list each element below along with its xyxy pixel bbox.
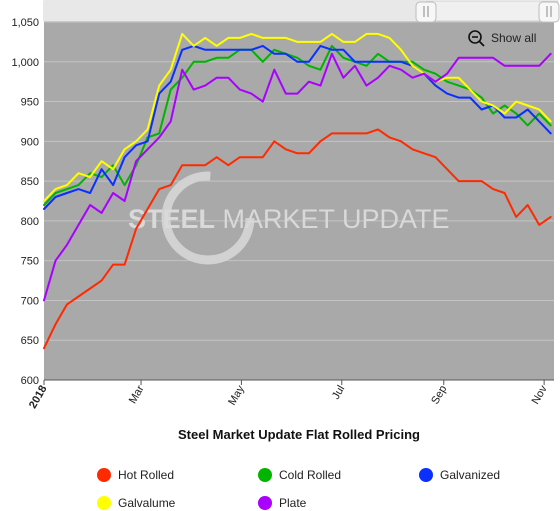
series-line-cold-rolled[interactable] bbox=[43, 44, 552, 206]
legend-item-plate[interactable]: Plate bbox=[258, 496, 307, 510]
legend-marker bbox=[258, 496, 272, 510]
legend-label: Galvanized bbox=[440, 468, 500, 482]
y-tick-label: 1,000 bbox=[11, 57, 39, 69]
y-axis: 600 650 700 750 800 850 900 950 1,000 1,050 bbox=[11, 17, 39, 387]
series-group bbox=[43, 32, 552, 350]
y-tick-label: 950 bbox=[21, 97, 39, 109]
legend-marker bbox=[97, 496, 111, 510]
series-line-hot-rolled[interactable] bbox=[43, 128, 552, 350]
legend: Hot Rolled Cold Rolled Galvanized Galvalume… bbox=[97, 468, 500, 510]
zoom-out-icon-handle bbox=[478, 40, 485, 47]
x-tick-label: May bbox=[226, 383, 247, 407]
y-tick-label: 650 bbox=[21, 335, 39, 347]
series-line-galvanized[interactable] bbox=[43, 44, 552, 210]
legend-item-hot-rolled[interactable]: Hot Rolled bbox=[97, 468, 174, 482]
y-tick-label: 600 bbox=[21, 375, 39, 387]
legend-marker bbox=[419, 468, 433, 482]
series-line-plate[interactable] bbox=[43, 52, 552, 302]
legend-marker bbox=[97, 468, 111, 482]
legend-label: Galvalume bbox=[118, 496, 176, 510]
show-all-button[interactable]: Show all bbox=[463, 27, 545, 49]
watermark-swoosh bbox=[161, 171, 255, 265]
watermark-logo: STEEL MARKET UPDATE bbox=[128, 171, 450, 265]
show-all-button-bg[interactable] bbox=[463, 27, 545, 49]
navigator-left-handle[interactable] bbox=[415, 1, 437, 23]
legend-label: Cold Rolled bbox=[279, 468, 341, 482]
x-axis: 2018 Mar May Jul Sep Nov bbox=[27, 380, 550, 411]
watermark-text: STEEL MARKET UPDATE bbox=[128, 204, 450, 234]
legend-marker bbox=[258, 468, 272, 482]
legend-label: Plate bbox=[279, 496, 307, 510]
range-navigator[interactable] bbox=[43, 0, 560, 23]
series-line-galvalume[interactable] bbox=[43, 32, 552, 202]
x-tick-label: Nov bbox=[530, 383, 550, 406]
navigator-right-handle[interactable] bbox=[538, 1, 560, 23]
plot-area[interactable] bbox=[44, 22, 554, 380]
legend-item-galvanized[interactable]: Galvanized bbox=[419, 468, 500, 482]
chart-title: Steel Market Update Flat Rolled Pricing bbox=[178, 427, 420, 442]
legend-item-galvalume[interactable]: Galvalume bbox=[97, 496, 176, 510]
x-tick-label: 2018 bbox=[27, 384, 50, 411]
x-tick-label: Mar bbox=[127, 383, 147, 406]
show-all-label: Show all bbox=[491, 31, 536, 45]
x-tick-label: Jul bbox=[330, 384, 347, 402]
y-tick-label: 900 bbox=[21, 136, 39, 148]
watermark-text-regular: MARKET UPDATE bbox=[215, 204, 450, 234]
y-tick-label: 1,050 bbox=[11, 17, 39, 29]
zoom-out-icon bbox=[468, 30, 482, 44]
y-tick-label: 800 bbox=[21, 216, 39, 228]
legend-item-cold-rolled[interactable]: Cold Rolled bbox=[258, 468, 341, 482]
legend-label: Hot Rolled bbox=[118, 468, 174, 482]
y-tick-label: 850 bbox=[21, 176, 39, 188]
navigator-selected-area[interactable] bbox=[44, 1, 426, 21]
y-tick-label: 700 bbox=[21, 295, 39, 307]
x-tick-label: Sep bbox=[429, 384, 449, 407]
y-tick-label: 750 bbox=[21, 256, 39, 268]
